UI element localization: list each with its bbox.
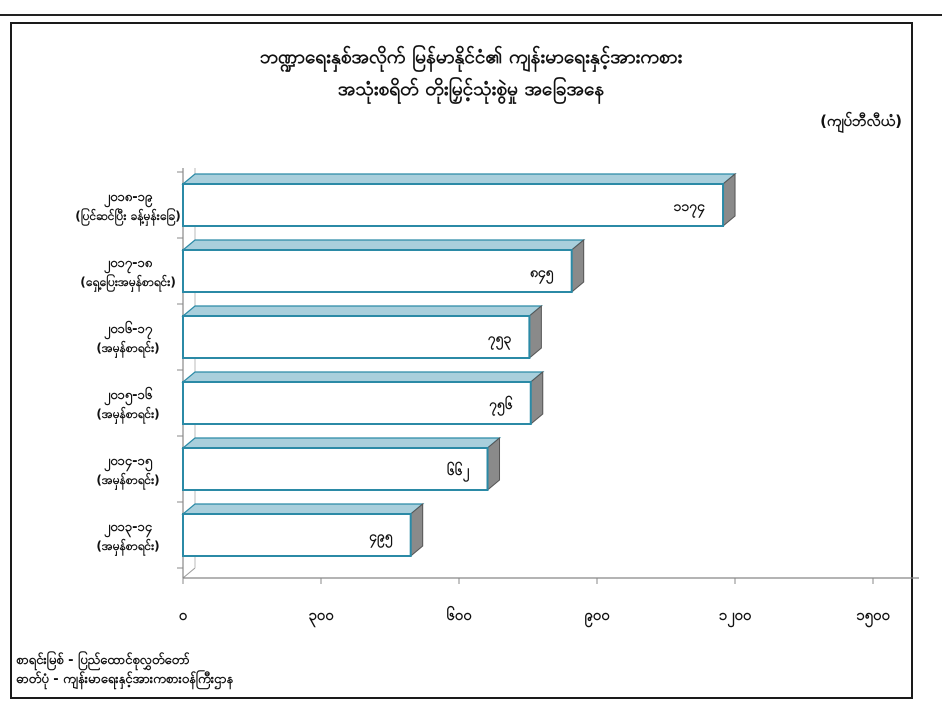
bar-top-face (181, 437, 502, 449)
source-note: စာရင်းမြစ် - ပြည်ထောင်စုလွှတ်တော် ဓာတ်ပု… (16, 651, 233, 689)
category-label-year: ၂၀၁၃-၁၄ (104, 520, 153, 538)
source-line-1: စာရင်းမြစ် - ပြည်ထောင်စုလွှတ်တော် (16, 653, 190, 668)
category-label-status: (အမှန်စာရင်း) (96, 537, 159, 557)
x-tick-label: ၀ (179, 606, 188, 624)
unit-label: (ကျပ်ဘီလီယံ) (820, 112, 902, 130)
bar (182, 315, 531, 359)
x-tick-label: ၁၂၀၀ (719, 606, 752, 628)
bar-top-face (181, 173, 737, 185)
bar-top-face (181, 239, 586, 251)
x-tick-label: ၃၀၀ (308, 606, 334, 628)
category-label-status: (ရှေ့ပြေးအမှန်စာရင်း) (80, 272, 176, 293)
category-label-status: (ပြင်ဆင်ပြီး ခန့်မှန်းခြေ) (75, 206, 180, 227)
source-line-2: ဓာတ်ပုံ - ကျန်းမာရေးနှင့်အားကစားဝန်ကြီးဌ… (16, 672, 234, 687)
bar (182, 183, 725, 227)
x-tick-label: ၆၀၀ (446, 605, 472, 624)
top-rule (0, 14, 942, 16)
category-label-year: ၂၀၁၆-၁၇ (104, 320, 153, 340)
bar-top-face (181, 305, 544, 317)
chart-title-line2: အသုံးစရိတ် တိုးမြှင့်သုံးစွဲမှု အခြေအနေ (337, 78, 605, 100)
category-label-status: (အမှန်စာရင်း) (96, 339, 159, 359)
chart-frame (10, 22, 913, 699)
category-label-year: ၂၀၁၇-၁၈ (104, 256, 153, 274)
category-label-year: ၂၀၁၅-၁၆ (104, 386, 153, 406)
axis-depth-edge (182, 567, 196, 579)
bar (182, 249, 573, 293)
bar (182, 381, 532, 425)
category-label-status: (အမှန်စာရင်း) (96, 405, 159, 425)
bar-value-label: ၇၅၃ (488, 331, 512, 350)
x-tick-label: ၁၅၀၀ (856, 606, 890, 628)
bar (182, 447, 489, 491)
bar-value-label: ၁၁၇၄ (674, 199, 706, 218)
bar (182, 513, 412, 557)
category-label-status: (အမှန်စာရင်း) (96, 471, 159, 491)
bar-value-label: ၆၆၂ (447, 462, 471, 482)
bar-top-face (181, 371, 545, 383)
bar-value-label: ၄၉၅ (369, 529, 394, 548)
bar-value-label: ၈၄၅ (530, 265, 555, 284)
bar-top-face (181, 503, 425, 515)
category-label-year: ၂၀၁၄-၁၅ (104, 454, 153, 472)
x-tick-label: ၉၀၀ (584, 606, 610, 628)
chart-title-line1: ဘဏ္ဍာရေးနှစ်အလိုက် မြန်မာနိုင်ငံ၏ ကျန်းမ… (259, 46, 683, 68)
bar-value-label: ၇၅၆ (489, 396, 514, 416)
category-label-year: ၂၀၁၈-၁၉ (104, 190, 153, 208)
